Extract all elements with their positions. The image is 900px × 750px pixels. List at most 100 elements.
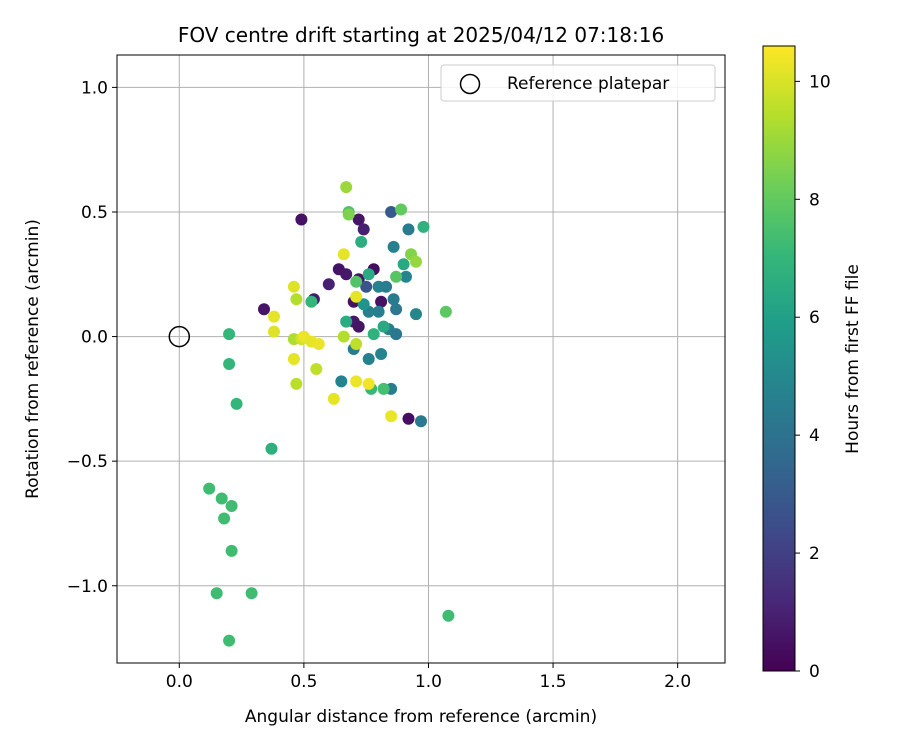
y-tick-label: −0.5 [67,452,108,472]
data-point [287,280,300,293]
axis-ticks: 0.0 0.5 1.0 1.5 2.0 −1.0 −0.5 0.0 0.5 1.0 [67,78,691,692]
data-point [350,275,363,288]
x-tick-label: 1.0 [415,672,442,692]
data-point [390,303,403,316]
data-point [223,358,236,370]
legend-reference-marker [459,73,481,95]
data-point [312,338,325,350]
y-tick-label: 1.0 [81,78,108,98]
data-point [335,375,348,388]
colorbar-label: Hours from first FF file [843,264,863,454]
data-point [380,280,393,293]
colorbar-gradient [762,45,796,672]
data-point [375,295,388,308]
data-point [372,305,385,318]
legend-box [440,64,716,102]
data-point [337,248,350,261]
data-point [377,382,390,395]
x-tick-label: 0.5 [290,672,317,692]
data-point [223,328,236,341]
data-point [245,587,258,600]
data-point [402,412,415,425]
reference-marker-layer [168,325,191,348]
data-point [362,377,375,390]
data-point [400,270,412,283]
colorbar-tick-label: 6 [809,308,820,328]
data-point [230,397,243,410]
legend-entry-reference: Reference platepar [507,74,669,94]
data-point [385,206,398,218]
data-point [210,587,223,600]
data-point [295,213,308,226]
data-point [287,353,300,365]
chart-title: FOV centre drift starting at 2025/04/12 … [178,23,664,47]
data-point [310,363,323,375]
y-tick-label: 0.5 [81,203,108,223]
x-tick-label: 2.0 [664,672,691,692]
data-point [390,270,403,283]
reference-marker [168,325,191,348]
colorbar-tick-label: 10 [809,72,831,92]
data-point [225,500,238,512]
data-point [367,328,380,341]
colorbar-tick-label: 8 [809,190,820,210]
data-point [350,290,363,303]
data-point [385,410,398,423]
colorbar: 0 2 4 6 8 10 Hours from first FF file [762,45,863,682]
data-point [352,213,365,226]
data-point [387,293,400,306]
y-tick-label: −1.0 [67,577,108,597]
data-point [410,308,422,321]
x-tick-label: 0.0 [166,672,193,692]
data-point [352,320,365,333]
data-point [265,442,278,455]
data-point [268,310,280,323]
data-point [268,325,280,338]
colorbar-ticks: 0 2 4 6 8 10 [795,72,831,682]
data-point [342,208,355,221]
data-point [290,377,303,390]
data-point [340,181,353,194]
data-point [357,223,370,236]
y-axis-label: Rotation from reference (arcmin) [23,219,43,499]
data-point [397,258,410,271]
data-point [305,295,318,308]
data-point [357,298,370,311]
data-point [215,492,228,505]
data-point [417,220,430,233]
data-point [223,634,236,647]
data-point [337,330,350,343]
data-point [415,415,427,428]
data-point [402,223,415,236]
data-point [350,338,363,350]
data-point [410,255,422,268]
data-point [375,348,388,360]
data-point [340,315,353,328]
y-tick-label: 0.0 [81,328,108,348]
data-point [377,320,390,333]
data-point [362,353,375,365]
data-point [355,235,368,248]
data-point [258,303,270,316]
data-point [360,280,373,293]
data-point [439,305,452,318]
data-point [442,609,455,622]
data-point [322,278,335,291]
x-axis-label: Angular distance from reference (arcmin) [245,707,597,727]
data-point [203,482,216,495]
data-point [290,293,303,306]
plot-frame [116,54,726,664]
data-point [395,203,408,216]
colorbar-tick-label: 2 [809,544,820,564]
data-point [390,328,403,341]
colorbar-tick-label: 4 [809,426,820,446]
data-point [327,392,340,405]
data-point [218,512,231,525]
scatter-points [203,181,455,647]
data-point [225,544,238,557]
data-point [387,240,400,253]
colorbar-tick-label: 0 [809,662,820,682]
data-point [362,268,375,281]
